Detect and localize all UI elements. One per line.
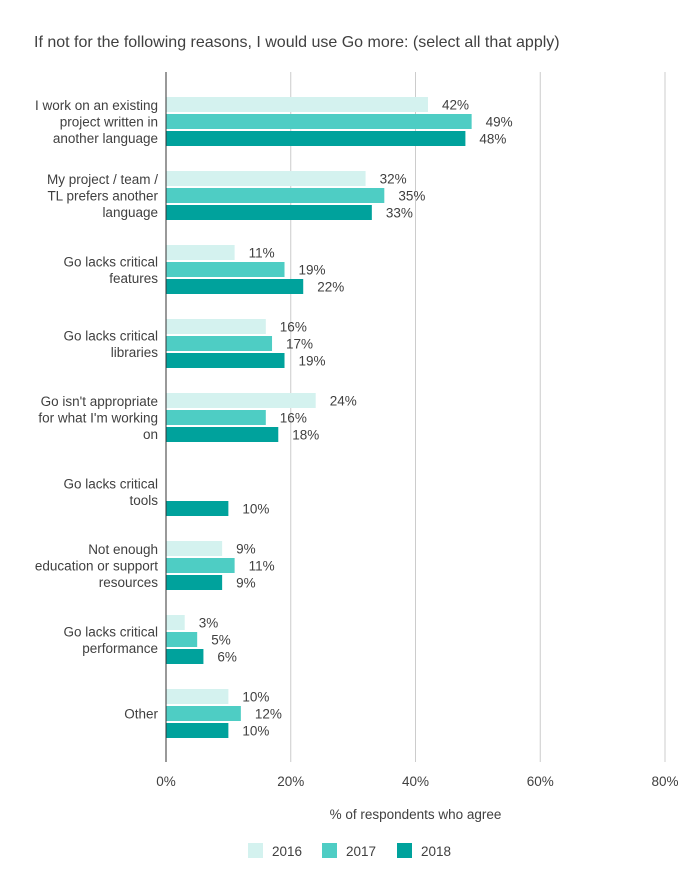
x-tick-label: 40% (402, 774, 429, 789)
bar-2018 (166, 427, 279, 442)
data-label: 9% (236, 542, 256, 557)
legend-label-2017: 2017 (346, 844, 376, 859)
bar-2016 (166, 245, 235, 260)
data-label: 10% (242, 724, 269, 739)
category-label: Go lacks critical tools (63, 476, 158, 508)
category-label: Go lacks critical features (63, 254, 158, 286)
bar-2017 (166, 336, 273, 351)
data-label: 19% (299, 354, 326, 369)
data-label: 10% (242, 502, 269, 517)
category-label: Go lacks critical performance (63, 624, 158, 656)
category-label-line: performance (82, 641, 158, 656)
grid-lines (290, 72, 666, 762)
data-label: 35% (398, 189, 425, 204)
bar-2018 (166, 279, 304, 294)
bar-2016 (166, 97, 428, 112)
bar-2018 (166, 649, 204, 664)
bar-2016 (166, 393, 316, 408)
category-label: Not enough education or support resources (35, 542, 158, 590)
legend-swatch-2016 (248, 843, 263, 858)
bar-2016 (166, 319, 266, 334)
bar-2018 (166, 501, 229, 516)
x-tick-label: 80% (651, 774, 678, 789)
bar-2017 (166, 188, 385, 203)
bar-2017 (166, 262, 285, 277)
category-label-line: Not enough (88, 542, 158, 557)
legend-label-2018: 2018 (421, 844, 451, 859)
data-label: 16% (280, 411, 307, 426)
bar-2018 (166, 575, 223, 590)
bar-2018 (166, 723, 229, 738)
category-label-line: project written in (60, 115, 158, 130)
data-label: 10% (242, 690, 269, 705)
data-label: 48% (479, 132, 506, 147)
data-label: 33% (386, 206, 413, 221)
category-label-line: Go lacks critical (63, 476, 158, 491)
bar-2018 (166, 205, 372, 220)
category-label-line: Go lacks critical (63, 254, 158, 269)
data-label: 5% (211, 633, 231, 648)
labels: 0% 20% 40% 60% 80% 42% 49% 48% I work on an exis… (35, 98, 679, 823)
data-label: 49% (486, 115, 513, 130)
x-tick-label: 20% (277, 774, 304, 789)
category-label-line: My project / team / (47, 172, 158, 187)
category-label-line: on (143, 427, 158, 442)
data-label: 11% (249, 559, 275, 574)
legend-label-2016: 2016 (272, 844, 302, 859)
bar-2016 (166, 689, 229, 704)
bar-2018 (166, 353, 285, 368)
category-label-line: Go isn't appropriate (41, 394, 158, 409)
bar-2016 (166, 541, 223, 556)
x-axis-title: % of respondents who agree (330, 807, 502, 822)
bar-2017 (166, 410, 266, 425)
data-label: 18% (292, 428, 319, 443)
data-label: 19% (299, 263, 326, 278)
category-label: Go isn't appropriate for what I'm working… (38, 394, 158, 442)
category-label-line: Go lacks critical (63, 328, 158, 343)
data-label: 6% (217, 650, 237, 665)
data-label: 3% (199, 616, 219, 631)
category-label-line: another language (53, 131, 158, 146)
category-label: Go lacks critical libraries (63, 328, 158, 360)
category-label: Other (124, 707, 158, 722)
legend-swatch-2017 (322, 843, 337, 858)
data-label: 42% (442, 98, 469, 113)
x-tick-label: 60% (527, 774, 554, 789)
category-label-line: tools (129, 493, 158, 508)
bar-2017 (166, 114, 472, 129)
category-label-line: I work on an existing (35, 98, 158, 113)
category-label-line: features (109, 271, 158, 286)
data-label: 16% (280, 320, 307, 335)
legend-swatch-2018 (397, 843, 412, 858)
x-tick-label: 0% (156, 774, 176, 789)
bar-2017 (166, 706, 241, 721)
data-label: 12% (255, 707, 282, 722)
bar-2018 (166, 131, 466, 146)
category-label-line: for what I'm working (38, 411, 158, 426)
bar-2016 (166, 171, 366, 186)
category-label: My project / team / TL prefers another lan… (47, 172, 159, 220)
category-label: I work on an existing project written in a… (35, 98, 158, 146)
category-label-line: language (102, 205, 158, 220)
data-label: 11% (249, 246, 275, 261)
data-label: 17% (286, 337, 313, 352)
chart-title: If not for the following reasons, I woul… (34, 34, 560, 51)
category-label-line: education or support (35, 559, 158, 574)
category-label-line: libraries (111, 345, 159, 360)
data-label: 22% (317, 280, 344, 295)
category-label-line: TL prefers another (47, 189, 158, 204)
data-label: 24% (330, 394, 357, 409)
bars (166, 97, 472, 738)
bar-2017 (166, 632, 198, 647)
data-label: 9% (236, 576, 256, 591)
bar-2016 (166, 615, 185, 630)
category-label-line: Other (124, 707, 158, 722)
category-label-line: Go lacks critical (63, 624, 158, 639)
category-label-line: resources (99, 575, 159, 590)
legend: 2016 2017 2018 (248, 843, 451, 859)
bar-2017 (166, 558, 235, 573)
data-label: 32% (380, 172, 407, 187)
